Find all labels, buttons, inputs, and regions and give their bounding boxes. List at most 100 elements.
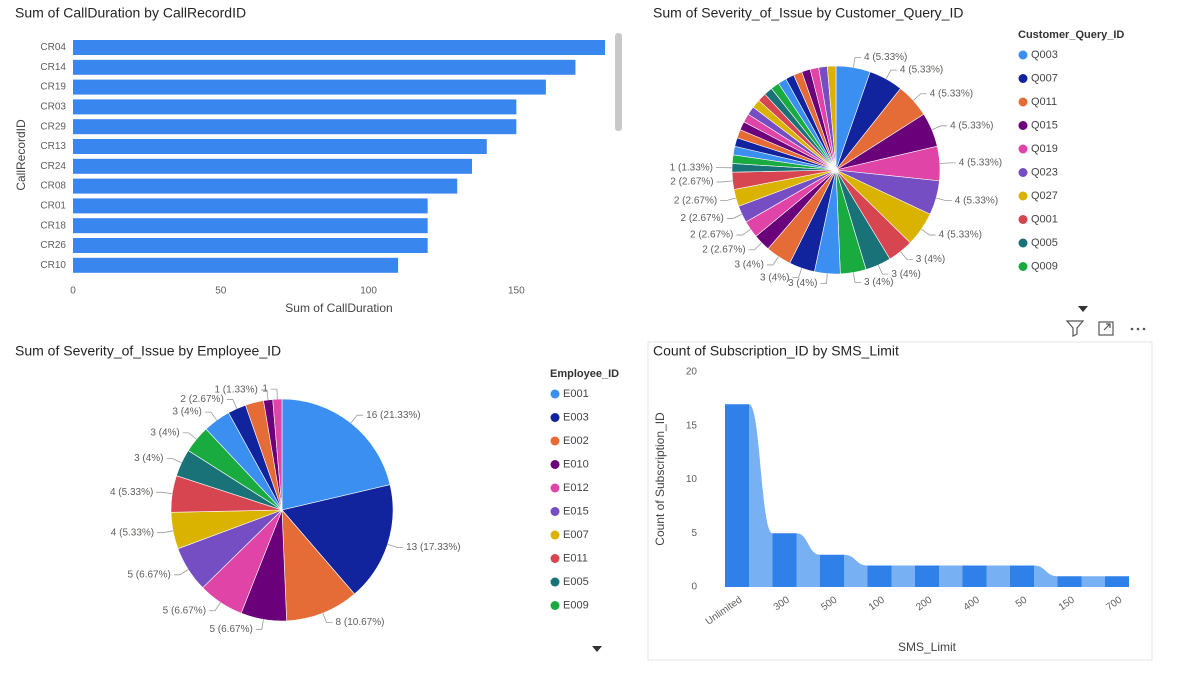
ribbon	[1034, 565, 1058, 587]
y-tick-label: CR18	[40, 220, 66, 231]
data-label: 3 (4%)	[864, 277, 893, 288]
data-label: 4 (5.33%)	[950, 120, 993, 131]
leader-line	[204, 411, 218, 421]
focus-icon[interactable]	[1098, 321, 1114, 336]
data-label: 2 (2.67%)	[180, 394, 223, 405]
data-label: 4 (5.33%)	[900, 65, 943, 76]
data-label: 2 (2.67%)	[674, 195, 717, 206]
legend-title: Employee_ID	[550, 368, 619, 380]
legend-marker	[550, 389, 560, 399]
pie-slice	[826, 65, 837, 171]
bar	[73, 238, 428, 253]
y-tick-label: CR08	[40, 181, 66, 192]
data-label: 4 (5.33%)	[110, 487, 153, 498]
legend-marker	[550, 483, 560, 493]
legend-item: E009	[563, 599, 589, 611]
bar	[73, 158, 472, 174]
y-tick-label: CR24	[40, 161, 66, 172]
legend-marker	[1018, 97, 1028, 107]
legend-item: Q001	[1031, 213, 1058, 225]
ribbon	[1081, 576, 1105, 587]
data-label: 3 (4%)	[788, 278, 817, 289]
bar	[73, 198, 428, 214]
data-label: 4 (5.33%)	[111, 527, 154, 538]
y-tick-label: CR14	[40, 62, 66, 73]
data-label: 1	[262, 384, 268, 395]
y-tick-label: 20	[686, 367, 698, 378]
x-tick-label: 0	[70, 286, 76, 297]
data-label: 4 (5.33%)	[939, 230, 982, 241]
leader-line	[157, 530, 174, 534]
more-options-icon[interactable]	[1130, 327, 1146, 331]
bar	[73, 79, 546, 95]
bar	[73, 59, 576, 75]
leader-line	[736, 229, 751, 236]
data-label: 2 (2.67%)	[690, 230, 733, 241]
bar	[915, 565, 939, 587]
legend-item: Q015	[1031, 119, 1058, 131]
focus-icon-arrow[interactable]	[1103, 323, 1111, 331]
leader-line	[900, 251, 913, 260]
leader-line	[820, 273, 828, 285]
legend-item: Q007	[1031, 72, 1058, 84]
leader-line	[255, 619, 264, 630]
data-label: 5 (6.67%)	[163, 605, 206, 616]
chart-title: Sum of CallDuration by CallRecordID	[15, 5, 246, 21]
data-label: 3 (4%)	[134, 453, 163, 464]
leader-line	[350, 414, 364, 424]
legend-item: Q009	[1031, 260, 1058, 272]
data-label: 2 (2.67%)	[702, 244, 745, 255]
legend-marker	[1018, 144, 1028, 154]
leader-line	[173, 569, 189, 576]
legend-marker	[550, 601, 560, 610]
data-label: 3 (4%)	[150, 428, 179, 439]
x-tick-label: 50	[215, 286, 227, 297]
leader-line	[720, 197, 736, 202]
pie-slice	[281, 398, 391, 511]
legend-item: Q003	[1031, 49, 1058, 61]
legend-marker	[1018, 50, 1028, 60]
leader-line	[716, 180, 733, 183]
legend-marker	[1018, 262, 1028, 271]
legend-marker	[1018, 74, 1028, 83]
data-label: 1 (1.33%)	[670, 162, 713, 173]
legend-item: Q011	[1031, 96, 1057, 108]
x-tick-label: 100	[360, 286, 377, 297]
legend-scroll-arrow[interactable]	[592, 646, 602, 652]
legend-item: E012	[563, 482, 589, 494]
bar	[962, 565, 987, 587]
x-axis-title: Sum of CallDuration	[285, 301, 392, 315]
y-tick-label: CR01	[40, 201, 66, 212]
scrollbar[interactable]	[615, 33, 622, 131]
x-axis-title: SMS_Limit	[898, 640, 957, 654]
data-label: 3 (4%)	[734, 260, 763, 271]
leader-line	[260, 389, 269, 400]
chart-title: Sum of Severity_of_Issue by Employee_ID	[15, 343, 281, 359]
filter-icon[interactable]	[1065, 320, 1085, 337]
legend-item: Q005	[1031, 237, 1058, 249]
leader-line	[792, 268, 803, 279]
data-label: 16 (21.33%)	[366, 410, 420, 421]
leader-line	[936, 197, 952, 202]
ribbon	[891, 565, 915, 587]
y-tick-label: 10	[686, 474, 698, 485]
bar	[1010, 565, 1034, 587]
leader-line	[931, 125, 948, 131]
y-tick-label: CR19	[40, 82, 66, 93]
y-tick-label: CR04	[40, 42, 66, 53]
legend-marker	[550, 436, 560, 446]
y-axis-title: CallRecordID	[14, 119, 28, 191]
data-label: 5 (6.67%)	[209, 624, 252, 635]
legend-scroll-arrow[interactable]	[1078, 306, 1088, 312]
data-label: 4 (5.33%)	[955, 195, 998, 206]
data-label: 2 (2.67%)	[680, 213, 723, 224]
legend-marker	[550, 554, 560, 563]
legend-item: E015	[563, 505, 589, 517]
leader-line	[852, 57, 862, 68]
legend-item: E001	[563, 388, 589, 400]
bar	[1105, 576, 1129, 587]
y-tick-label: 15	[686, 420, 698, 431]
legend-item: Q027	[1031, 190, 1058, 202]
leader-line	[387, 543, 404, 548]
